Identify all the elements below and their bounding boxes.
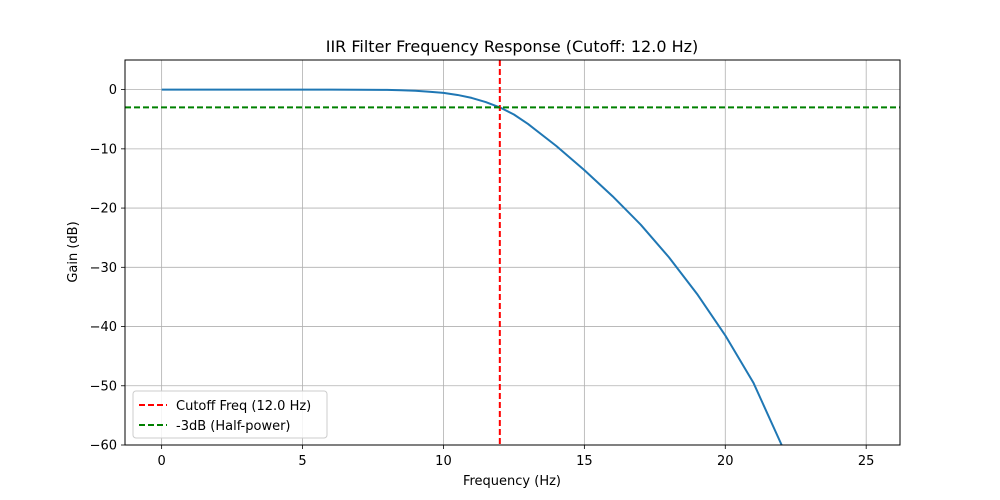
legend-cutoff-label: Cutoff Freq (12.0 Hz): [176, 399, 311, 414]
response-curve: [161, 88, 783, 446]
plot-background: [125, 60, 900, 445]
legend-halfpower-label: -3dB (Half-power): [176, 419, 291, 434]
y-tick-label: −10: [90, 142, 117, 157]
x-tick-label: 15: [576, 454, 593, 469]
x-axis-ticks: 0 5 10 15 20 25: [157, 445, 874, 469]
y-tick-label: −30: [90, 261, 117, 276]
series-layer: [161, 88, 783, 446]
reference-lines: [125, 60, 900, 445]
chart-title: IIR Filter Frequency Response (Cutoff: 1…: [326, 37, 699, 56]
y-tick-label: −50: [90, 379, 117, 394]
legend: Cutoff Freq (12.0 Hz) -3dB (Half-power): [132, 390, 328, 439]
y-tick-label: −60: [90, 439, 117, 454]
x-tick-label: 5: [298, 454, 306, 469]
y-axis-ticks: 0 −10 −20 −30 −40 −50 −60: [90, 83, 125, 454]
x-tick-label: 25: [858, 454, 875, 469]
x-axis-label: Frequency (Hz): [463, 474, 561, 489]
grid: [125, 60, 900, 446]
y-tick-label: −20: [90, 202, 117, 217]
x-tick-label: 10: [435, 454, 452, 469]
y-tick-label: 0: [109, 83, 117, 98]
x-tick-label: 20: [717, 454, 734, 469]
plot-frame: [124, 59, 901, 446]
x-tick-label: 0: [157, 454, 165, 469]
y-tick-label: −40: [90, 320, 117, 335]
y-axis-label: Gain (dB): [66, 221, 81, 282]
legend-box: [132, 390, 328, 439]
plot-area: [124, 59, 901, 446]
